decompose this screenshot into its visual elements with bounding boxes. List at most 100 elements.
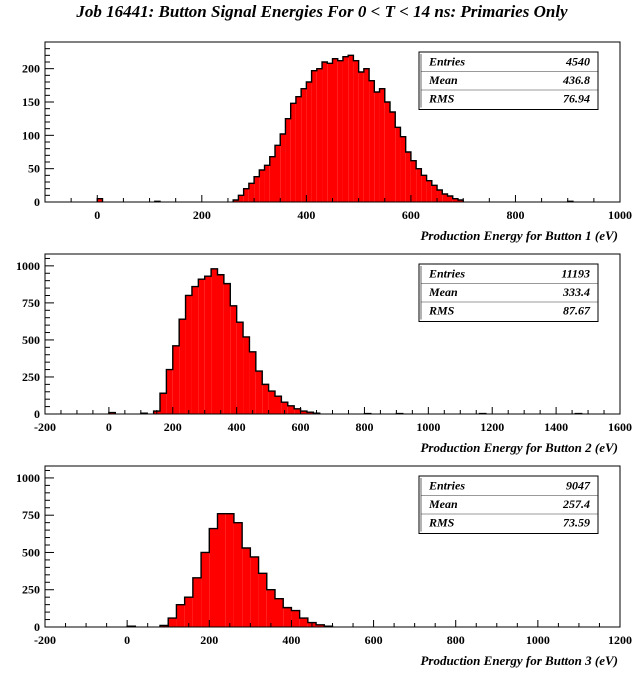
histogram-bin [160, 625, 169, 627]
histogram-bin [374, 92, 380, 202]
stats-entries-value: 9047 [566, 479, 591, 493]
y-tick-label: 250 [22, 583, 40, 597]
histogram-bin [300, 411, 307, 414]
histogram-bin [233, 522, 243, 627]
histogram-bin [447, 196, 453, 202]
histogram-bin [342, 56, 349, 202]
y-tick-label: 100 [22, 128, 40, 142]
histogram-bin [249, 351, 256, 414]
histogram-bin [250, 556, 259, 627]
histogram-bin [311, 70, 317, 203]
x-tick-label: 1200 [608, 633, 632, 647]
histogram-bin [269, 156, 275, 202]
x-tick-label: 0 [106, 420, 112, 434]
stats-box [418, 475, 599, 534]
x-axis-title: Production Energy for Button 2 (eV) [420, 440, 618, 455]
histogram-bin [223, 283, 231, 414]
histogram-bin [209, 528, 218, 627]
histogram-bin [230, 305, 237, 414]
x-tick-label: 400 [297, 208, 315, 222]
histogram-bin [287, 405, 295, 414]
histogram-bin [264, 165, 270, 202]
histogram-bin [431, 185, 438, 202]
histogram-bin [184, 597, 193, 627]
histogram-bin [160, 393, 167, 414]
stats-box [418, 263, 599, 322]
histogram-bin [421, 175, 427, 202]
histogram-bin [108, 412, 116, 414]
histogram-bin [348, 55, 354, 203]
histogram-bin [316, 624, 325, 627]
histogram-bin [384, 102, 390, 202]
stats-entries-label: Entries [428, 479, 465, 493]
x-axis-title: Production Energy for Button 3 (eV) [420, 653, 618, 668]
histogram-bin [337, 60, 343, 202]
histogram-bin [290, 103, 296, 202]
histogram-bin [295, 96, 302, 202]
histogram-bin [457, 200, 464, 202]
histogram-bin [410, 160, 417, 202]
histogram-bin [243, 188, 249, 202]
y-tick-label: 200 [22, 62, 40, 76]
histogram-bin [179, 319, 186, 414]
x-tick-label: -200 [34, 633, 56, 647]
x-tick-label: 200 [200, 633, 218, 647]
histogram-bin [294, 408, 301, 414]
y-tick-label: 750 [22, 296, 40, 310]
histogram-bin [191, 286, 199, 414]
x-tick-label: 200 [164, 420, 182, 434]
histogram-bin [275, 145, 281, 202]
stats-rms-value: 87.67 [563, 304, 591, 318]
y-tick-label: 50 [28, 162, 40, 176]
histogram-bin [198, 279, 205, 414]
histogram-bin [327, 63, 333, 203]
x-tick-label: 1600 [608, 420, 632, 434]
histogram-bin [217, 274, 224, 414]
stats-mean-label: Mean [428, 285, 458, 299]
x-tick-label: 0 [94, 208, 100, 222]
histogram-bin [280, 134, 286, 202]
histogram-bin [379, 88, 385, 202]
histogram-bin [172, 345, 180, 414]
histogram-bin [192, 577, 202, 627]
x-tick-label: 1000 [608, 208, 632, 222]
histogram-bin [266, 589, 275, 627]
histogram-bin [400, 136, 406, 202]
histogram-bin [262, 384, 269, 414]
stats-mean-label: Mean [428, 497, 458, 511]
histogram-bin [306, 412, 314, 414]
histogram-bin [204, 276, 212, 414]
histogram-bin [316, 68, 323, 203]
y-tick-label: 500 [22, 545, 40, 559]
stats-entries-value: 4540 [565, 55, 590, 69]
histogram-bin [285, 118, 291, 202]
x-tick-label: 600 [365, 633, 383, 647]
histogram-bin [268, 391, 275, 414]
x-tick-label: 800 [447, 633, 465, 647]
histogram-bin [236, 322, 244, 414]
x-tick-label: 1200 [480, 420, 504, 434]
x-tick-label: 1400 [544, 420, 568, 434]
stats-rms-label: RMS [428, 92, 455, 106]
histogram-bin [322, 62, 328, 202]
histogram-bin [369, 80, 375, 202]
page-title: Job 16441: Button Signal Energies For 0 … [76, 2, 568, 21]
y-tick-label: 0 [34, 195, 40, 209]
x-tick-label: 1000 [416, 420, 440, 434]
histogram-bin [248, 183, 255, 202]
y-tick-label: 1000 [16, 471, 40, 485]
x-tick-label: 1000 [526, 633, 550, 647]
histogram-bin [201, 552, 210, 627]
x-tick-label: 600 [292, 420, 310, 434]
histogram-bin [299, 618, 308, 627]
x-tick-label: 200 [193, 208, 211, 222]
histogram-bin [225, 513, 234, 627]
stats-mean-value: 436.8 [562, 73, 590, 87]
histogram-bin [358, 72, 364, 202]
histogram-bin [353, 60, 359, 202]
histogram-bin [185, 295, 192, 414]
histogram-bin [301, 88, 307, 202]
stats-entries-label: Entries [428, 55, 465, 69]
stats-mean-label: Mean [428, 73, 458, 87]
